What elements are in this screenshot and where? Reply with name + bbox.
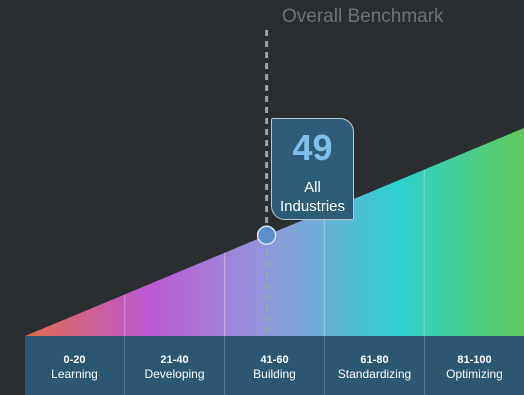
segment-name: Building	[253, 367, 296, 381]
scale-segment-building: 41-60 Building	[224, 336, 324, 395]
segment-name: Learning	[51, 367, 98, 381]
benchmark-title: Overall Benchmark	[282, 6, 444, 27]
segment-dividers	[124, 169, 425, 336]
benchmark-label: All Industries	[279, 179, 346, 215]
benchmark-callout: 49 All Industries	[271, 118, 354, 220]
segment-range: 81-100	[457, 354, 492, 366]
benchmark-point	[256, 225, 277, 246]
segment-range: 61-80	[360, 354, 389, 366]
benchmark-value: 49	[292, 127, 333, 168]
maturity-scale: 0-20 Learning 21-40 Developing 41-60 Bui…	[25, 336, 524, 395]
scale-segment-optimizing: 81-100 Optimizing	[424, 336, 524, 395]
segment-name: Optimizing	[446, 367, 503, 381]
scale-segment-developing: 21-40 Developing	[124, 336, 224, 395]
segment-range: 21-40	[160, 354, 189, 366]
scale-segment-learning: 0-20 Learning	[25, 336, 124, 395]
scale-segment-standardizing: 61-80 Standardizing	[324, 336, 424, 395]
segment-range: 0-20	[63, 354, 86, 366]
segment-range: 41-60	[260, 354, 289, 366]
segment-name: Developing	[144, 367, 205, 381]
segment-name: Standardizing	[337, 367, 412, 381]
